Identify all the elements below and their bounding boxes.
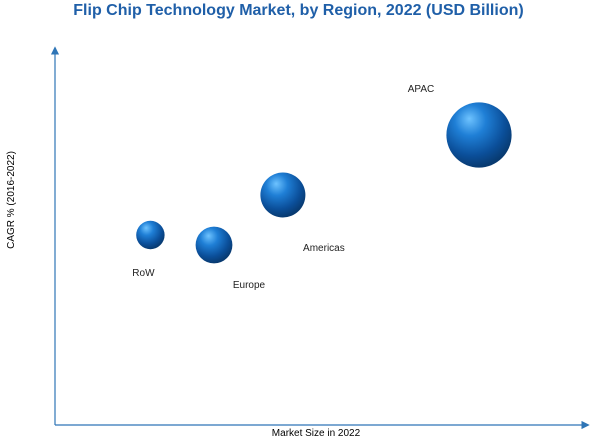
bubble-label-europe: Europe <box>233 280 266 291</box>
bubble-europe <box>195 226 233 264</box>
chart-title: Flip Chip Technology Market, by Region, … <box>73 2 524 19</box>
bubble-apac <box>446 102 512 168</box>
x-axis-label: Market Size in 2022 <box>272 428 361 439</box>
bubble-row <box>136 220 165 250</box>
bubble-label-americas: Americas <box>303 243 345 254</box>
bubble-label-apac: APAC <box>408 84 435 95</box>
bubble-group: RoW Europe Americas APAC <box>132 84 512 291</box>
bubble-label-row: RoW <box>132 268 155 279</box>
y-axis-label: CAGR % (2016-2022) <box>6 151 17 249</box>
bubble-americas <box>260 172 306 218</box>
